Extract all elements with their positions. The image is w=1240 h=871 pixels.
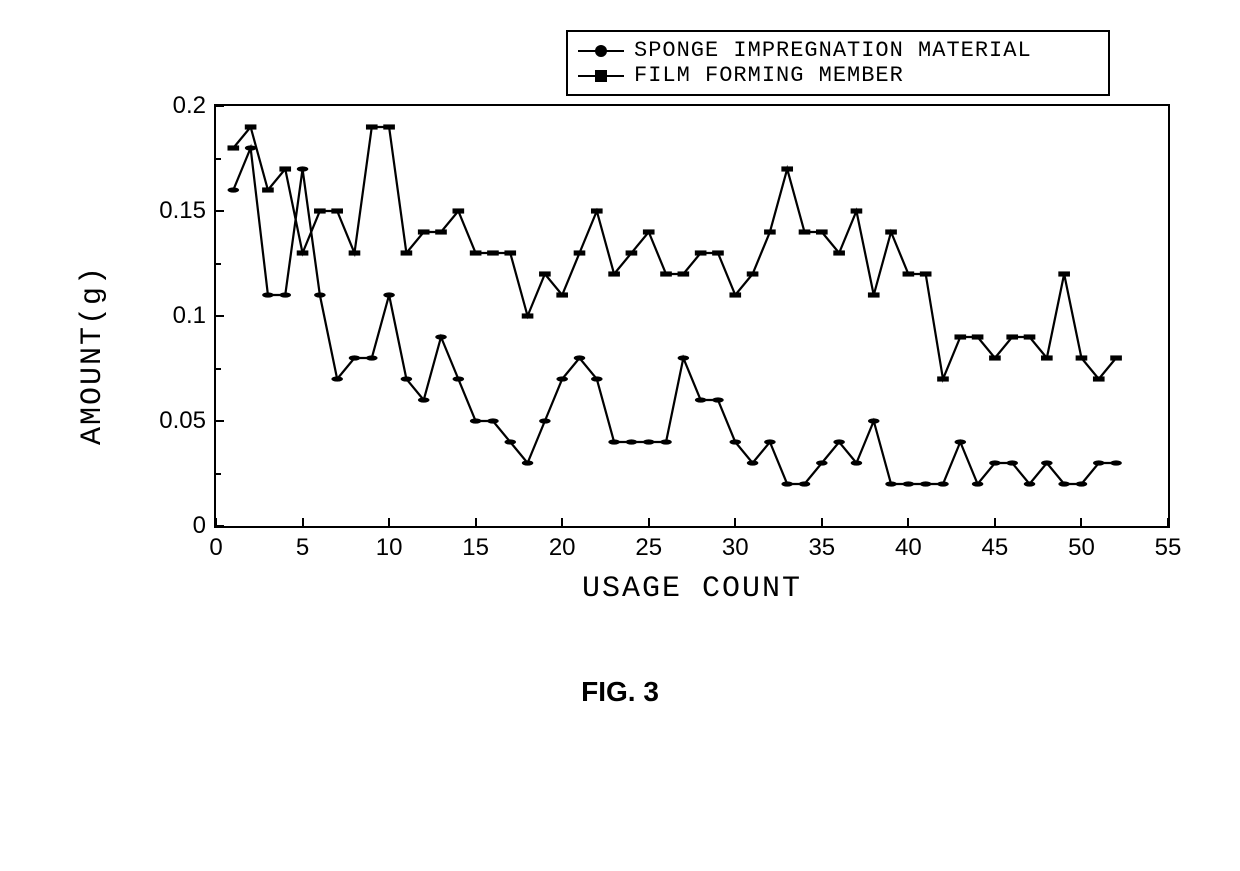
legend-item: SPONGE IMPREGNATION MATERIAL	[578, 38, 1098, 63]
y-tick-label: 0.15	[159, 197, 206, 225]
figure-caption: FIG. 3	[70, 676, 1170, 708]
legend-swatch-circle	[578, 43, 624, 59]
legend: SPONGE IMPREGNATION MATERIAL FILM FORMIN…	[566, 30, 1110, 96]
x-tick-label: 15	[462, 534, 489, 562]
x-tick-label: 30	[722, 534, 749, 562]
x-tick-label: 0	[209, 534, 222, 562]
x-tick-label: 5	[296, 534, 309, 562]
y-axis-label: AMOUNT(g)	[70, 104, 116, 606]
figure: SPONGE IMPREGNATION MATERIAL FILM FORMIN…	[70, 30, 1170, 708]
x-tick-label: 25	[635, 534, 662, 562]
y-tick-label: 0.2	[173, 92, 206, 120]
x-tick-label: 35	[808, 534, 835, 562]
x-tick-label: 50	[1068, 534, 1095, 562]
legend-label: SPONGE IMPREGNATION MATERIAL	[634, 38, 1032, 63]
y-tick-label: 0.05	[159, 407, 206, 435]
plot-area: 00.050.10.150.20510152025303540455055	[214, 104, 1170, 528]
x-tick-label: 55	[1155, 534, 1182, 562]
x-axis-label: USAGE COUNT	[214, 572, 1170, 606]
legend-item: FILM FORMING MEMBER	[578, 63, 1098, 88]
x-tick-label: 20	[549, 534, 576, 562]
plot-svg	[216, 106, 1168, 526]
legend-label: FILM FORMING MEMBER	[634, 63, 904, 88]
x-tick-label: 10	[376, 534, 403, 562]
x-tick-label: 40	[895, 534, 922, 562]
x-tick-label: 45	[982, 534, 1009, 562]
y-tick-label: 0	[193, 512, 206, 540]
chart-area: AMOUNT(g) 00.050.10.150.2051015202530354…	[70, 104, 1170, 606]
y-tick-label: 0.1	[173, 302, 206, 330]
legend-swatch-square	[578, 68, 624, 84]
